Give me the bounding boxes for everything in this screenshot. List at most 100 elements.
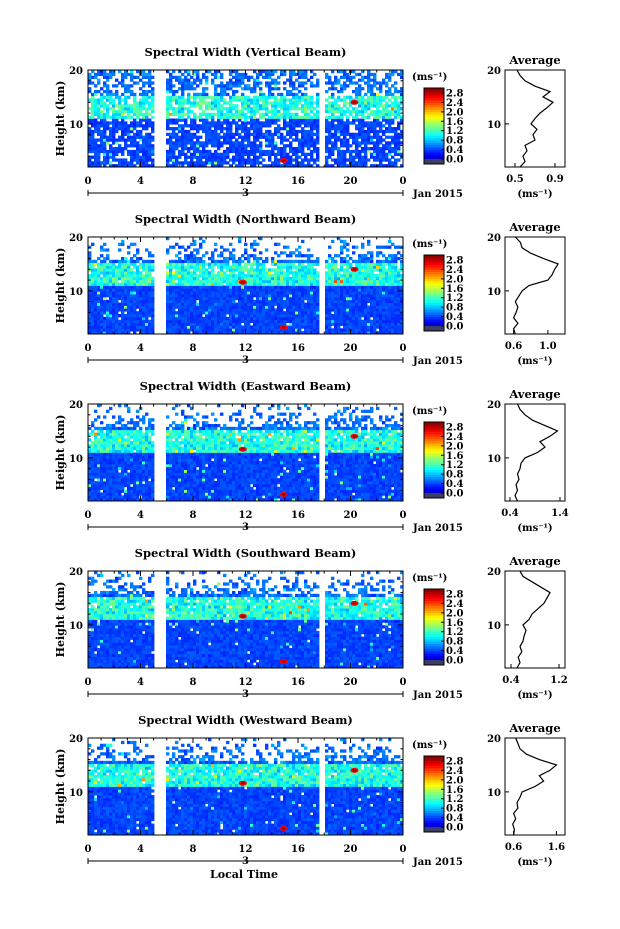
heatmap-cell: [259, 121, 262, 124]
heatmap-cell: [316, 110, 319, 113]
heatmap-cell: [130, 308, 133, 311]
heatmap-cell: [148, 323, 151, 326]
heatmap-cell: [139, 124, 142, 127]
heatmap-cell: [133, 283, 136, 286]
heatmap-cell: [175, 311, 178, 314]
heatmap-cell: [346, 158, 349, 161]
heatmap-cell: [310, 300, 313, 303]
heatmap-cell: [310, 101, 313, 104]
heatmap-cell: [175, 133, 178, 136]
heatmap-cell: [349, 325, 352, 328]
heatmap-cell: [307, 101, 310, 104]
heatmap-cell: [253, 101, 256, 104]
heatmap-cell: [187, 101, 190, 104]
heatmap-cell: [106, 141, 109, 144]
heatmap-cell: [340, 314, 343, 317]
heatmap-cell: [172, 156, 175, 159]
heatmap-cell: [217, 254, 220, 257]
heatmap-cell: [253, 268, 256, 271]
heatmap-cell: [100, 263, 103, 266]
heatmap-cell: [241, 305, 244, 308]
heatmap-cell: [331, 280, 334, 283]
heatmap-cell: [346, 263, 349, 266]
heatmap-cell: [343, 246, 346, 249]
heatmap-cell: [127, 266, 130, 269]
heatmap-cell: [103, 291, 106, 294]
heatmap-cell: [175, 260, 178, 263]
heatmap-cell: [133, 294, 136, 297]
heatmap-cell: [151, 76, 154, 79]
heatmap-cell: [349, 300, 352, 303]
heatmap-cell: [130, 283, 133, 286]
heatmap-cell: [118, 274, 121, 277]
heatmap-cell: [169, 158, 172, 161]
heatmap-cell: [316, 130, 319, 133]
heatmap-cell: [397, 144, 400, 147]
heatmap-cell: [241, 101, 244, 104]
heatmap-cell: [136, 130, 139, 133]
colorbar-swatch: [424, 133, 444, 136]
heatmap-cell: [97, 79, 100, 82]
heatmap-cell: [283, 266, 286, 269]
heatmap-cell: [148, 303, 151, 306]
heatmap-cell: [124, 104, 127, 107]
heatmap-cell: [226, 317, 229, 320]
heatmap-cell: [121, 79, 124, 82]
heatmap-cell: [313, 127, 316, 130]
heatmap-cell: [310, 156, 313, 159]
heatmap-cell: [328, 328, 331, 331]
heatmap-cell: [208, 291, 211, 294]
heatmap-cell: [343, 130, 346, 133]
heatmap-cell: [121, 153, 124, 156]
heatmap-cell: [298, 303, 301, 306]
heatmap-cell: [187, 107, 190, 110]
heatmap-cell: [256, 138, 259, 141]
heatmap-cell: [379, 156, 382, 159]
heatmap-cell: [220, 325, 223, 328]
heatmap-cell: [124, 294, 127, 297]
heatmap-cell: [232, 283, 235, 286]
heatmap-cell: [388, 110, 391, 113]
heatmap-cell: [88, 305, 91, 308]
heatmap-cell: [232, 300, 235, 303]
heatmap-cell: [97, 277, 100, 280]
heatmap-cell: [298, 76, 301, 79]
heatmap-cell: [214, 297, 217, 300]
heatmap-cell: [346, 294, 349, 297]
heatmap-cell: [349, 81, 352, 84]
heatmap-cell: [214, 311, 217, 314]
heatmap-cell: [337, 308, 340, 311]
heatmap-cell: [226, 283, 229, 286]
heatmap-cell: [367, 266, 370, 269]
heatmap-cell: [223, 93, 226, 96]
heatmap-cell: [361, 277, 364, 280]
heatmap-cell: [295, 93, 298, 96]
heatmap-cell: [298, 246, 301, 249]
heatmap-cell: [193, 147, 196, 150]
heatmap-cell: [208, 116, 211, 119]
heatmap-cell: [145, 73, 148, 76]
heatmap-cell: [217, 320, 220, 323]
heatmap-cell: [148, 280, 151, 283]
heatmap-cell: [121, 277, 124, 280]
heatmap-cell: [334, 101, 337, 104]
heatmap-cell: [388, 130, 391, 133]
heatmap-cell: [133, 138, 136, 141]
heatmap-cell: [142, 150, 145, 153]
heatmap-cell: [112, 130, 115, 133]
heatmap-cell: [115, 314, 118, 317]
heatmap-cell: [232, 323, 235, 326]
heatmap-cell: [247, 263, 250, 266]
heatmap-cell: [232, 96, 235, 99]
heatmap-cell: [178, 268, 181, 271]
heatmap-cell: [115, 328, 118, 331]
heatmap-cell: [214, 138, 217, 141]
heatmap-cell: [316, 317, 319, 320]
heatmap-cell: [97, 280, 100, 283]
heatmap-cell: [118, 243, 121, 246]
heatmap-cell: [178, 323, 181, 326]
heatmap-cell: [106, 124, 109, 127]
heatmap-cell: [112, 268, 115, 271]
heatmap-cell: [184, 144, 187, 147]
heatmap-cell: [238, 317, 241, 320]
